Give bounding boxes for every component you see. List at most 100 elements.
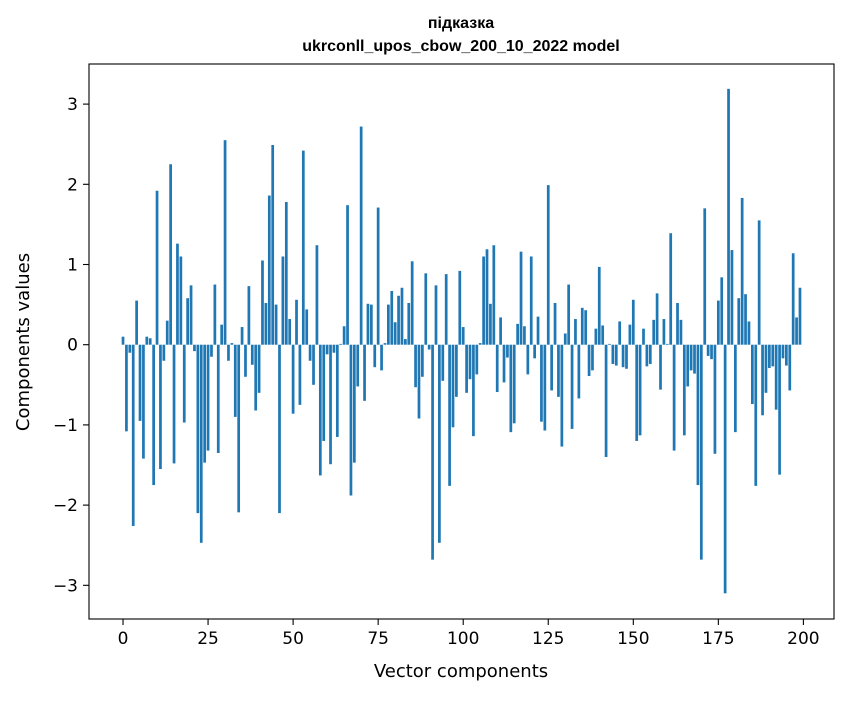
bar [312, 344, 315, 385]
bar [376, 207, 380, 345]
bar [305, 309, 309, 345]
bar [553, 303, 557, 345]
bar [523, 326, 526, 345]
bar [233, 344, 237, 417]
bar [495, 344, 499, 393]
bar [308, 344, 312, 361]
bar [706, 344, 710, 356]
bar [125, 344, 128, 432]
bar [417, 344, 421, 419]
bar [298, 344, 302, 405]
bar [237, 344, 241, 513]
bar [594, 328, 598, 345]
bar [713, 344, 717, 454]
bar [393, 322, 397, 345]
y-tick-label: −3 [53, 576, 78, 596]
bar [557, 344, 560, 397]
bar [216, 344, 220, 453]
bar [291, 344, 295, 414]
bar [223, 140, 227, 345]
bar [227, 344, 230, 361]
bar [648, 344, 652, 364]
bar [434, 285, 438, 345]
bar [597, 266, 601, 345]
bar [785, 344, 788, 366]
bar [703, 208, 707, 345]
bar [431, 344, 434, 560]
bar [747, 321, 751, 345]
x-tick-label: 100 [447, 629, 479, 649]
bar [240, 327, 244, 345]
bar [679, 319, 683, 345]
bar [332, 344, 336, 353]
bar [182, 344, 186, 423]
bar [676, 303, 679, 345]
bar [665, 343, 669, 345]
bar [390, 290, 394, 345]
bar [359, 126, 363, 345]
plot-area-frame [88, 63, 835, 620]
bar [584, 310, 588, 345]
bar [737, 298, 741, 345]
bar [448, 344, 451, 486]
bar [468, 344, 472, 380]
bar [465, 344, 468, 393]
bar [206, 344, 210, 451]
bar [574, 319, 577, 345]
bar [254, 344, 258, 411]
y-axis-ticks: −3 −2 −1 0 1 2 3 [53, 95, 89, 596]
bar [631, 299, 635, 345]
bar [754, 344, 758, 486]
bar [441, 344, 445, 381]
bar [757, 220, 761, 345]
x-tick-label: 125 [532, 629, 564, 649]
bar [220, 324, 224, 345]
bar [329, 344, 332, 465]
bar [472, 344, 475, 437]
bar [162, 344, 166, 361]
bar [213, 284, 217, 345]
bar [407, 303, 411, 345]
bar [400, 287, 404, 345]
bar [733, 344, 737, 433]
bar [278, 344, 281, 514]
bar [519, 251, 523, 345]
bar [203, 344, 207, 463]
bar [546, 185, 550, 345]
bar [179, 256, 183, 345]
bar [764, 344, 768, 393]
x-tick-label: 50 [282, 629, 304, 649]
bar [696, 344, 700, 486]
y-tick-label: 2 [67, 175, 78, 195]
bar [560, 344, 564, 447]
bar [264, 303, 268, 345]
bar [478, 343, 482, 345]
bar [142, 344, 145, 459]
bar [369, 304, 373, 345]
bar [315, 245, 319, 345]
bar [301, 150, 305, 345]
x-tick-label: 150 [617, 629, 649, 649]
bar [193, 344, 196, 352]
bar [730, 250, 734, 345]
bar [682, 344, 686, 436]
bar [699, 344, 703, 560]
bar [635, 344, 639, 441]
y-tick-label: 1 [67, 256, 78, 276]
bar [652, 319, 656, 345]
x-tick-label: 175 [702, 629, 734, 649]
bar [438, 344, 441, 543]
bar [339, 343, 343, 345]
bar [295, 299, 298, 345]
bar [512, 344, 516, 424]
bar [540, 344, 543, 422]
bar [159, 344, 162, 470]
bar [475, 344, 479, 375]
bar [536, 316, 540, 345]
bar [318, 344, 322, 476]
bar [659, 344, 662, 390]
bar [608, 343, 611, 345]
bar [655, 293, 659, 345]
